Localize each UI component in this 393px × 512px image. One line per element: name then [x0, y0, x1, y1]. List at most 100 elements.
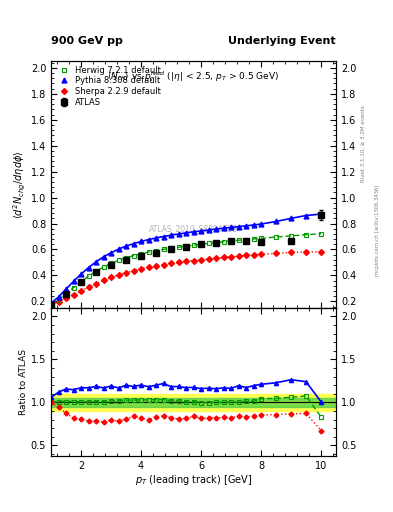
Bar — [51, 398, 336, 407]
Sherpa 2.2.9 default — [184, 259, 188, 265]
Pythia 8.308 default — [229, 224, 233, 230]
Sherpa 2.2.9 default — [289, 249, 294, 255]
Pythia 8.308 default — [94, 259, 98, 265]
Herwig 7.2.1 default — [244, 237, 248, 243]
Herwig 7.2.1 default — [86, 273, 91, 279]
Pythia 8.308 default — [86, 264, 91, 270]
Line: Sherpa 2.2.9 default: Sherpa 2.2.9 default — [49, 250, 323, 307]
Sherpa 2.2.9 default — [154, 263, 158, 269]
Sherpa 2.2.9 default — [131, 268, 136, 274]
Pythia 8.308 default — [154, 235, 158, 241]
Herwig 7.2.1 default — [274, 234, 278, 240]
Pythia 8.308 default — [236, 224, 241, 230]
Sherpa 2.2.9 default — [94, 281, 98, 287]
Sherpa 2.2.9 default — [176, 259, 181, 265]
Text: mcplots.cern.ch [arXiv:1306.3436]: mcplots.cern.ch [arXiv:1306.3436] — [375, 185, 380, 276]
Herwig 7.2.1 default — [146, 249, 151, 255]
Sherpa 2.2.9 default — [319, 249, 323, 255]
Sherpa 2.2.9 default — [229, 253, 233, 260]
Pythia 8.308 default — [161, 233, 166, 240]
Herwig 7.2.1 default — [206, 240, 211, 246]
Pythia 8.308 default — [206, 227, 211, 233]
Sherpa 2.2.9 default — [139, 266, 143, 272]
Line: Herwig 7.2.1 default: Herwig 7.2.1 default — [49, 231, 323, 307]
Herwig 7.2.1 default — [116, 258, 121, 264]
Sherpa 2.2.9 default — [146, 264, 151, 270]
Sherpa 2.2.9 default — [64, 295, 68, 302]
Herwig 7.2.1 default — [176, 244, 181, 250]
Sherpa 2.2.9 default — [214, 255, 219, 261]
Sherpa 2.2.9 default — [56, 298, 61, 305]
Bar — [51, 394, 336, 411]
Pythia 8.308 default — [289, 215, 294, 221]
Herwig 7.2.1 default — [139, 251, 143, 257]
Herwig 7.2.1 default — [161, 246, 166, 252]
Sherpa 2.2.9 default — [251, 252, 256, 258]
Sherpa 2.2.9 default — [169, 260, 173, 266]
Herwig 7.2.1 default — [191, 242, 196, 248]
Pythia 8.308 default — [221, 225, 226, 231]
Text: ATLAS_2010_S8894728: ATLAS_2010_S8894728 — [149, 224, 238, 233]
Sherpa 2.2.9 default — [304, 249, 309, 255]
Herwig 7.2.1 default — [56, 297, 61, 303]
Text: Rivet 3.1.10, ≥ 3.2M events: Rivet 3.1.10, ≥ 3.2M events — [361, 105, 366, 182]
Pythia 8.308 default — [274, 219, 278, 225]
Herwig 7.2.1 default — [259, 235, 263, 241]
Line: Pythia 8.308 default: Pythia 8.308 default — [49, 211, 323, 306]
Herwig 7.2.1 default — [169, 245, 173, 251]
Pythia 8.308 default — [214, 226, 219, 232]
Sherpa 2.2.9 default — [191, 258, 196, 264]
Sherpa 2.2.9 default — [101, 278, 106, 284]
Sherpa 2.2.9 default — [244, 252, 248, 259]
Pythia 8.308 default — [49, 300, 53, 306]
Sherpa 2.2.9 default — [259, 251, 263, 258]
Pythia 8.308 default — [176, 231, 181, 237]
Pythia 8.308 default — [109, 250, 114, 256]
X-axis label: $p_T$ (leading track) [GeV]: $p_T$ (leading track) [GeV] — [135, 473, 252, 487]
Herwig 7.2.1 default — [199, 241, 204, 247]
Herwig 7.2.1 default — [49, 302, 53, 308]
Pythia 8.308 default — [199, 228, 204, 234]
Sherpa 2.2.9 default — [86, 284, 91, 290]
Pythia 8.308 default — [79, 271, 83, 277]
Pythia 8.308 default — [139, 239, 143, 245]
Sherpa 2.2.9 default — [79, 288, 83, 294]
Herwig 7.2.1 default — [131, 252, 136, 259]
Sherpa 2.2.9 default — [199, 257, 204, 263]
Herwig 7.2.1 default — [236, 237, 241, 243]
Sherpa 2.2.9 default — [124, 270, 129, 276]
Sherpa 2.2.9 default — [161, 262, 166, 268]
Herwig 7.2.1 default — [304, 231, 309, 238]
Pythia 8.308 default — [101, 254, 106, 260]
Sherpa 2.2.9 default — [274, 250, 278, 257]
Pythia 8.308 default — [244, 223, 248, 229]
Herwig 7.2.1 default — [101, 264, 106, 270]
Pythia 8.308 default — [71, 278, 76, 284]
Sherpa 2.2.9 default — [236, 253, 241, 259]
Pythia 8.308 default — [251, 222, 256, 228]
Sherpa 2.2.9 default — [49, 302, 53, 308]
Sherpa 2.2.9 default — [71, 291, 76, 297]
Herwig 7.2.1 default — [79, 279, 83, 285]
Text: 900 GeV pp: 900 GeV pp — [51, 35, 123, 46]
Herwig 7.2.1 default — [319, 230, 323, 237]
Herwig 7.2.1 default — [64, 291, 68, 297]
Pythia 8.308 default — [304, 212, 309, 219]
Herwig 7.2.1 default — [214, 240, 219, 246]
Pythia 8.308 default — [131, 241, 136, 247]
Herwig 7.2.1 default — [71, 285, 76, 291]
Herwig 7.2.1 default — [109, 261, 114, 267]
Legend: Herwig 7.2.1 default, Pythia 8.308 default, Sherpa 2.2.9 default, ATLAS: Herwig 7.2.1 default, Pythia 8.308 defau… — [53, 64, 163, 108]
Herwig 7.2.1 default — [289, 233, 294, 239]
Pythia 8.308 default — [184, 230, 188, 236]
Pythia 8.308 default — [116, 246, 121, 252]
Pythia 8.308 default — [259, 221, 263, 227]
Text: Underlying Event: Underlying Event — [228, 35, 336, 46]
Pythia 8.308 default — [319, 211, 323, 217]
Pythia 8.308 default — [56, 294, 61, 300]
Sherpa 2.2.9 default — [116, 272, 121, 278]
Pythia 8.308 default — [169, 232, 173, 238]
Text: $\langle N_{ch}\rangle$ vs $p_T^{lead}$ ($|\eta|$ < 2.5, $p_T$ > 0.5 GeV): $\langle N_{ch}\rangle$ vs $p_T^{lead}$ … — [107, 69, 280, 84]
Y-axis label: $\langle d^2 N_{chg}/d\eta d\phi \rangle$: $\langle d^2 N_{chg}/d\eta d\phi \rangle… — [12, 151, 28, 219]
Herwig 7.2.1 default — [184, 243, 188, 249]
